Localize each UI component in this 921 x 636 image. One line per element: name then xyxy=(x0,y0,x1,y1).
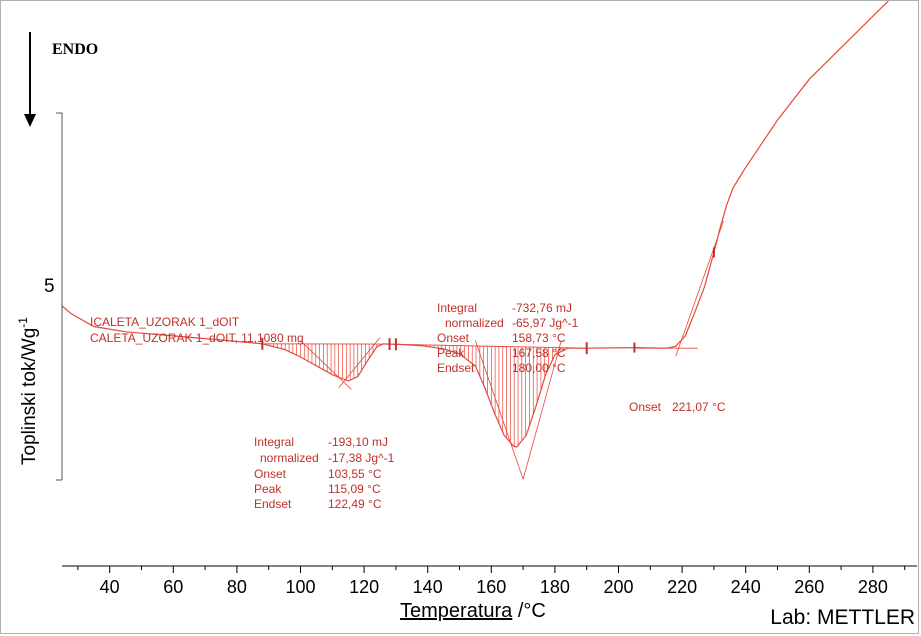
x-tick-label: 180 xyxy=(540,577,570,597)
peak2-peak-label: Peak xyxy=(437,346,465,360)
x-tick-label: 260 xyxy=(794,577,824,597)
peak2-endset-label: Endset xyxy=(437,361,475,375)
x-tick-label: 280 xyxy=(858,577,888,597)
peak1-integral-value: -193,10 mJ xyxy=(328,435,388,449)
x-ticks: 40 60 80 100 120 140 160 180 200 220 240 260 280 xyxy=(77,566,906,597)
peak1-integral-label: Integral xyxy=(254,435,294,449)
x-axis-label: Temperatura /°C xyxy=(400,600,546,622)
x-tick-label: 200 xyxy=(603,577,633,597)
x-tick-label: 40 xyxy=(100,577,120,597)
peak2-normalized-label: normalized xyxy=(445,316,504,330)
peak2-onset-value: 158,73 °C xyxy=(512,331,566,345)
x-tick-label: 120 xyxy=(349,577,379,597)
peak2-annotation: Integral -732,76 mJ normalized -65,97 Jg… xyxy=(437,301,579,375)
peak1-normalized-value: -17,38 Jg^-1 xyxy=(328,451,395,465)
onset3-label: Onset xyxy=(629,400,662,414)
peak2-endset-tangent xyxy=(522,340,562,480)
peak2-hatch xyxy=(418,344,565,447)
x-tick-label: 100 xyxy=(285,577,315,597)
peak2-peak-value: 167,58 °C xyxy=(512,346,566,360)
peak1-annotation: Integral -193,10 mJ normalized -17,38 Jg… xyxy=(254,435,395,511)
x-tick-label: 220 xyxy=(667,577,697,597)
baselines xyxy=(262,220,724,480)
x-tick-label: 60 xyxy=(163,577,183,597)
sample-label: ICALETA_UZORAK 1_dOIT CALETA_UZORAK 1_dO… xyxy=(90,315,304,345)
peak2-onset-tangent xyxy=(475,340,524,480)
peak1-onset-value: 103,55 °C xyxy=(328,467,382,481)
dsc-curve xyxy=(61,0,892,448)
peak2-integral-label: Integral xyxy=(437,301,477,315)
sample-label-line2: CALETA_UZORAK 1_dOIT, 11,1080 mg xyxy=(90,331,304,345)
peak1-endset-label: Endset xyxy=(254,497,292,511)
y-scale-label: 5 xyxy=(44,276,55,297)
integration-baseline xyxy=(395,343,587,349)
peak2-integral-value: -732,76 mJ xyxy=(512,301,572,315)
onset3-value: 221,07 °C xyxy=(672,400,726,414)
integration-markers xyxy=(261,247,715,355)
onset3-tangent xyxy=(675,220,724,357)
peak1-endset-value: 122,49 °C xyxy=(328,497,382,511)
sample-label-line1: ICALETA_UZORAK 1_dOIT xyxy=(90,315,240,329)
x-tick-label: 160 xyxy=(476,577,506,597)
peak2-normalized-value: -65,97 Jg^-1 xyxy=(512,316,579,330)
peak1-onset-tangent xyxy=(300,340,352,390)
peak2-onset-label: Onset xyxy=(437,331,470,345)
peak1-peak-label: Peak xyxy=(254,482,282,496)
peak1-normalized-label: normalized xyxy=(260,451,319,465)
peak1-peak-value: 115,09 °C xyxy=(328,482,381,496)
peak2-endset-value: 180,00 °C xyxy=(512,361,566,375)
y-axis-label: Toplinski tok/Wg-1 xyxy=(16,317,40,465)
x-tick-label: 80 xyxy=(227,577,247,597)
peak1-onset-label: Onset xyxy=(254,467,287,481)
peak1-endset-tangent xyxy=(338,337,381,389)
x-tick-label: 240 xyxy=(731,577,761,597)
lab-label: Lab: METTLER xyxy=(770,606,915,629)
endo-arrow-head xyxy=(24,114,36,127)
x-tick-label: 140 xyxy=(413,577,443,597)
endo-label: ENDO xyxy=(52,41,98,58)
onset3-annotation: Onset 221,07 °C xyxy=(629,400,726,414)
